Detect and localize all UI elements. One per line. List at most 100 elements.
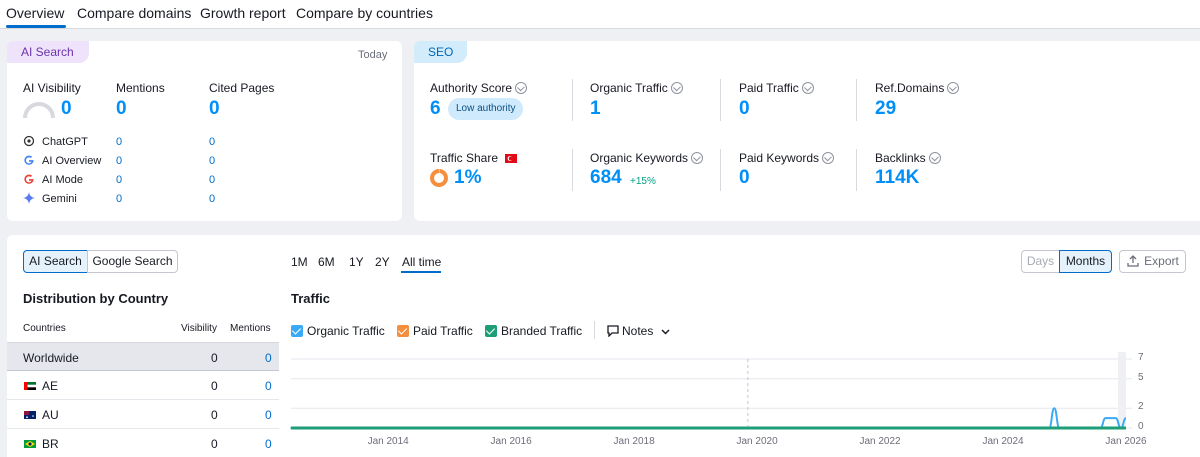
- google-icon: [24, 155, 34, 165]
- mentions-value[interactable]: 0: [265, 351, 272, 365]
- engine-gemini: Gemini: [42, 193, 77, 205]
- uae-flag-icon: [24, 382, 36, 390]
- legend-branded-traffic[interactable]: Branded Traffic: [485, 324, 582, 338]
- export-button[interactable]: Export: [1119, 250, 1186, 273]
- checkbox-icon[interactable]: [485, 325, 497, 337]
- info-icon[interactable]: [947, 82, 960, 94]
- engine-ai-overview: AI Overview: [42, 155, 102, 167]
- engine-ai-mode: AI Mode: [42, 174, 83, 186]
- ai-visibility-label: AI Visibility: [23, 81, 81, 95]
- engine-chatgpt: ChatGPT: [42, 136, 88, 148]
- col-countries: Countries: [23, 323, 66, 334]
- y-tick-label: 5: [1138, 371, 1144, 383]
- ref-domains-value[interactable]: 29: [875, 98, 897, 119]
- info-icon[interactable]: [515, 82, 528, 94]
- tab-compare-domains[interactable]: Compare domains: [77, 5, 192, 21]
- paid-traffic-label: Paid Traffic: [739, 81, 814, 95]
- traffic-title: Traffic: [291, 291, 331, 306]
- organic-traffic-value[interactable]: 1: [590, 98, 601, 119]
- info-icon[interactable]: [670, 82, 683, 94]
- chatgpt-cited[interactable]: 0: [209, 136, 216, 148]
- traffic-share-donut-icon: [430, 168, 448, 187]
- ai-visibility-value[interactable]: 0: [61, 98, 72, 119]
- mentions-value[interactable]: 0: [265, 408, 272, 422]
- organic-traffic-label: Organic Traffic: [590, 81, 683, 95]
- y-tick-label: 7: [1138, 352, 1144, 363]
- seo-card: SEO Authority Score 6 Low authority Orga…: [414, 41, 1200, 221]
- series-line-organic-traffic: [290, 407, 1127, 430]
- brazil-flag-icon: [24, 440, 36, 448]
- chatgpt-mentions[interactable]: 0: [116, 136, 123, 148]
- paid-keywords-value[interactable]: 0: [739, 167, 750, 188]
- cited-pages-value[interactable]: 0: [209, 98, 220, 119]
- table-row[interactable]: AU 0 0: [7, 400, 279, 429]
- country-name: BR: [42, 437, 59, 451]
- mentions-value[interactable]: 0: [265, 379, 272, 393]
- x-tick-label: Jan 2018: [613, 436, 655, 447]
- mentions-value[interactable]: 0: [116, 98, 127, 119]
- checkbox-icon[interactable]: [397, 325, 409, 337]
- active-tab-indicator: [6, 25, 66, 28]
- ai-search-toggle[interactable]: AI Search: [23, 250, 88, 273]
- period-2y[interactable]: 2Y: [375, 255, 390, 269]
- australia-flag-icon: [24, 411, 36, 419]
- tab-growth-report[interactable]: Growth report: [200, 5, 286, 21]
- period-all-time[interactable]: All time: [402, 255, 442, 269]
- col-mentions: Mentions: [230, 323, 271, 334]
- divider: [720, 79, 721, 121]
- top-nav: Overview Compare domains Growth report C…: [0, 0, 1200, 29]
- authority-score-value[interactable]: 6: [430, 98, 441, 119]
- backlinks-value[interactable]: 114K: [875, 167, 920, 188]
- info-icon[interactable]: [801, 82, 814, 94]
- info-icon[interactable]: [928, 152, 941, 164]
- table-row[interactable]: AE 0 0: [7, 371, 279, 400]
- gemini-mentions[interactable]: 0: [116, 193, 123, 205]
- ai-mode-cited[interactable]: 0: [209, 174, 216, 186]
- paid-traffic-value[interactable]: 0: [739, 98, 750, 119]
- info-icon[interactable]: [822, 152, 835, 164]
- traffic-share-value[interactable]: 1%: [454, 167, 482, 188]
- info-icon[interactable]: [691, 152, 704, 164]
- divider: [856, 79, 857, 121]
- ai-mode-mentions[interactable]: 0: [116, 174, 123, 186]
- legend-organic-traffic[interactable]: Organic Traffic: [291, 324, 385, 338]
- x-tick-label: Jan 2024: [982, 436, 1024, 447]
- table-row[interactable]: BR 0 0: [7, 429, 279, 457]
- tab-overview[interactable]: Overview: [6, 5, 65, 21]
- distribution-title: Distribution by Country: [23, 291, 169, 306]
- period-1y[interactable]: 1Y: [349, 255, 364, 269]
- organic-keywords-value[interactable]: 684: [590, 167, 622, 188]
- gemini-cited[interactable]: 0: [209, 193, 216, 205]
- upload-icon: [1127, 255, 1139, 267]
- x-tick-label: Jan 2020: [736, 436, 778, 447]
- table-row[interactable]: Worldwide 0 0: [7, 342, 279, 371]
- turkey-flag-icon: [505, 154, 518, 163]
- visibility-value: 0: [211, 408, 218, 422]
- google-search-toggle[interactable]: Google Search: [87, 250, 178, 273]
- ref-domains-label: Ref.Domains: [875, 81, 960, 95]
- legend-paid-traffic[interactable]: Paid Traffic: [397, 324, 473, 338]
- cited-pages-label: Cited Pages: [209, 81, 275, 95]
- divider: [594, 321, 595, 339]
- note-icon: [607, 325, 619, 338]
- visibility-value: 0: [211, 379, 218, 393]
- ai-overview-cited[interactable]: 0: [209, 155, 216, 167]
- months-button[interactable]: Months: [1059, 250, 1112, 273]
- ai-overview-mentions[interactable]: 0: [116, 155, 123, 167]
- mentions-value[interactable]: 0: [265, 437, 272, 451]
- notes-dropdown[interactable]: Notes: [607, 324, 670, 338]
- days-button[interactable]: Days: [1021, 250, 1060, 273]
- authority-score-label: Authority Score: [430, 81, 528, 95]
- divider: [572, 149, 573, 191]
- checkbox-icon[interactable]: [291, 325, 303, 337]
- backlinks-label: Backlinks: [875, 151, 941, 165]
- divider: [720, 149, 721, 191]
- current-period-band: [1118, 352, 1126, 428]
- x-tick-label: Jan 2022: [859, 436, 901, 447]
- period-1m[interactable]: 1M: [291, 255, 308, 269]
- ai-search-pill: AI Search: [7, 41, 89, 63]
- tab-compare-by-countries[interactable]: Compare by countries: [296, 5, 433, 21]
- paid-keywords-label: Paid Keywords: [739, 151, 835, 165]
- period-6m[interactable]: 6M: [318, 255, 335, 269]
- authority-badge: Low authority: [448, 98, 524, 120]
